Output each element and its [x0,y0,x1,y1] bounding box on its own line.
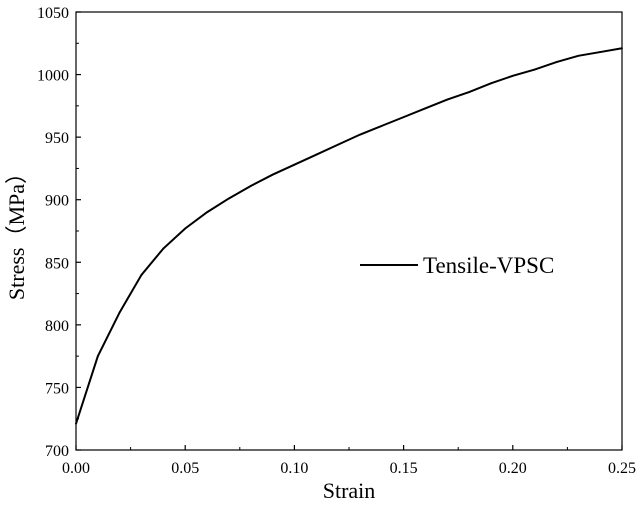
x-tick-label: 0.10 [280,460,308,477]
data-point [402,116,405,119]
data-point [96,355,99,358]
data-point [621,47,623,50]
data-point [337,143,339,146]
data-point [118,311,121,314]
data-point [424,107,427,110]
data-point [140,273,143,276]
data-point [293,163,296,166]
legend: Tensile-VPSC [360,253,554,278]
x-tick-label: 0.20 [499,460,527,477]
data-point [184,227,187,230]
y-axis-ticks: 700 750 800 850 900 950 1000 1050 [37,5,81,460]
data-point [490,82,492,85]
y-tick-label: 900 [45,193,69,210]
data-point [75,422,77,425]
data-point [271,173,274,176]
data-point [599,51,602,53]
series-data-points [75,47,623,425]
y-tick-label: 800 [45,318,69,335]
data-point [555,61,558,63]
x-tick-label: 0.05 [171,460,199,477]
y-tick-label: 1000 [37,68,69,85]
y-tick-label: 850 [45,255,69,272]
y-tick-label: 750 [45,380,69,397]
data-point [249,185,252,187]
data-point [446,98,449,101]
data-point [511,74,514,77]
y-axis-label: Stress（MPa） [4,162,29,300]
data-point [206,211,208,214]
y-tick-label: 950 [45,130,69,147]
data-point [577,54,580,57]
data-point [468,91,471,93]
data-point [533,68,536,71]
data-point [380,124,383,127]
x-axis-label: Strain [323,478,376,503]
y-tick-label: 1050 [37,5,69,22]
x-tick-label: 0.15 [390,460,418,477]
y-tick-label: 700 [45,443,69,460]
plot-frame [75,11,623,451]
data-point [162,247,165,250]
legend-label-tensile-vpsc: Tensile-VPSC [423,253,554,278]
x-tick-label: 0.25 [608,460,636,477]
series-line-tensile-vpsc [75,47,623,425]
x-tick-label: 0.00 [62,460,90,477]
x-axis-ticks: 0.00 0.05 0.10 0.15 0.20 0.25 [62,445,636,477]
data-point [359,133,361,136]
data-point [315,153,318,156]
data-point [227,197,230,200]
